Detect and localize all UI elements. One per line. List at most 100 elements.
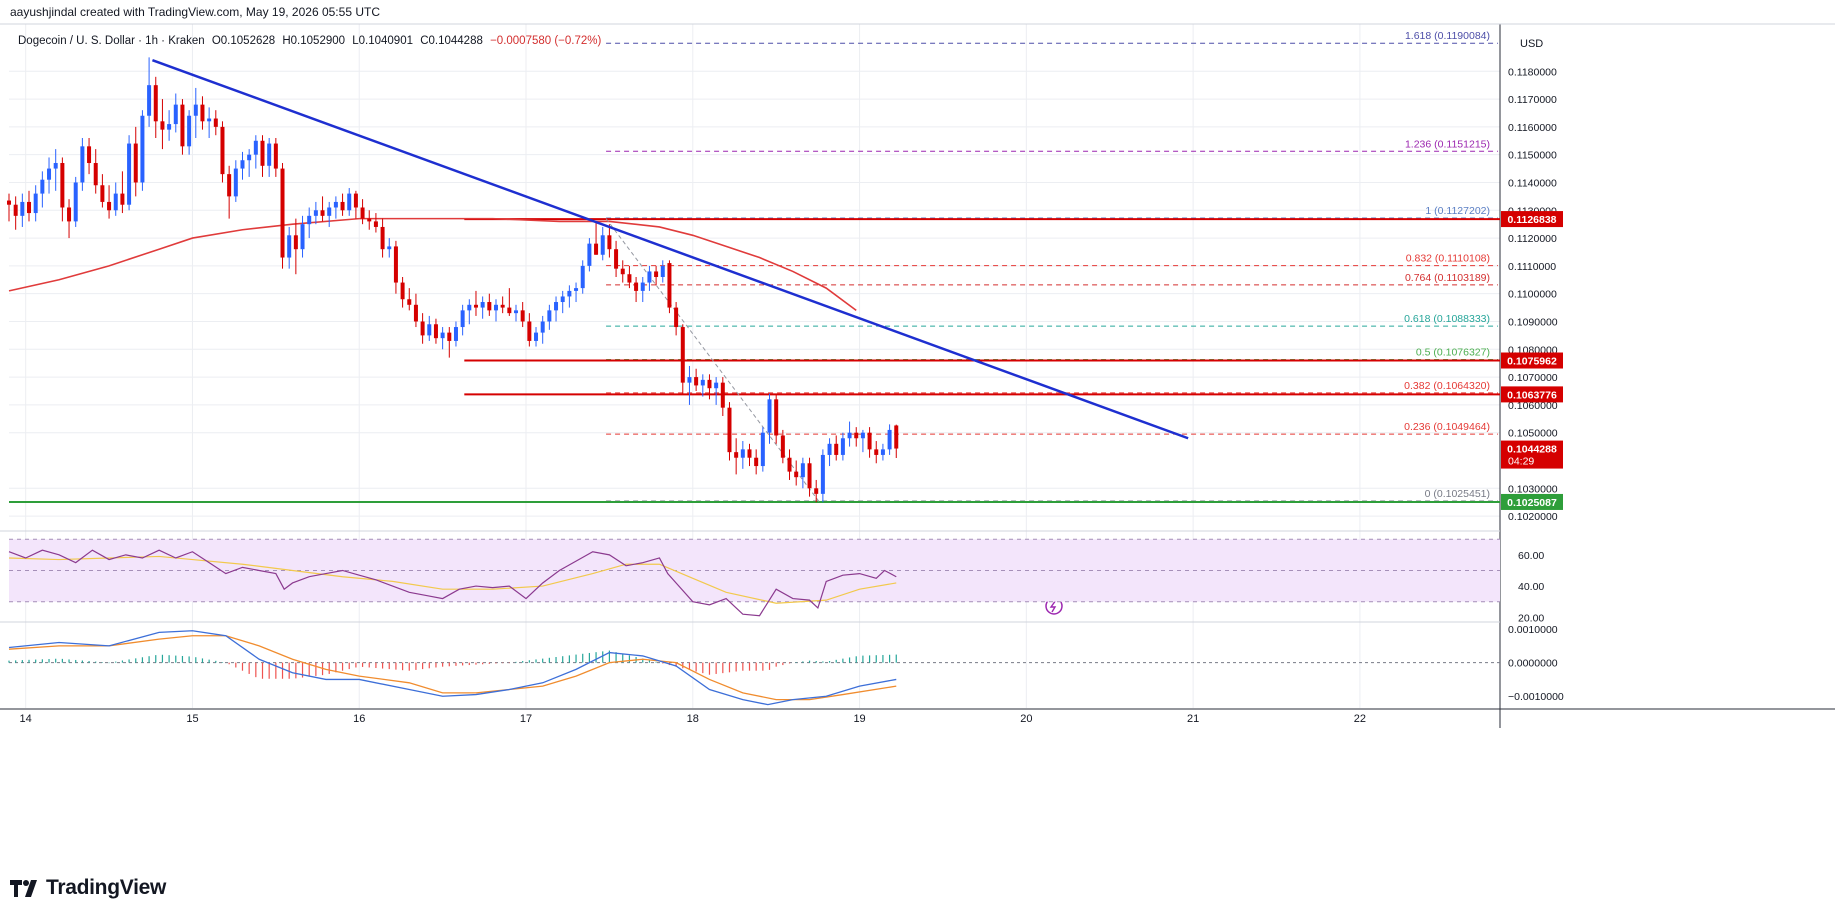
candle-body <box>133 143 138 183</box>
candle-body <box>313 210 318 216</box>
candle <box>854 427 859 447</box>
macd-histogram-bar <box>775 662 777 667</box>
y-tick-label: 0.1170000 <box>1508 94 1557 106</box>
candle-body <box>180 104 185 147</box>
candle <box>120 171 125 214</box>
macd-histogram-bar <box>795 662 797 663</box>
candle-body <box>493 304 498 311</box>
macd-histogram-bar <box>315 662 317 676</box>
macd-histogram-bar <box>648 660 651 663</box>
candle <box>60 157 65 222</box>
macd-histogram-bar <box>735 662 737 672</box>
candle <box>413 293 418 328</box>
macd-histogram-bar <box>181 655 184 663</box>
candle <box>860 429 865 453</box>
candle <box>440 327 445 350</box>
candle-body <box>407 299 412 305</box>
macd-histogram-bar <box>215 660 217 663</box>
candle <box>400 277 405 308</box>
candle <box>567 285 572 308</box>
candle-body <box>820 454 825 494</box>
fib-level-label: 1 (0.1127202) <box>1425 205 1490 217</box>
macd-histogram-bar <box>428 662 430 669</box>
candle-body <box>694 377 699 386</box>
candle-body <box>574 288 579 291</box>
candle <box>560 290 565 314</box>
macd-histogram-bar <box>835 659 837 663</box>
macd-histogram-bar <box>895 654 897 663</box>
macd-histogram-bar <box>702 662 704 674</box>
macd-histogram-bar <box>121 660 124 663</box>
macd-histogram-bar <box>115 661 117 663</box>
candle-body <box>67 207 72 222</box>
candle-body <box>867 432 872 450</box>
candle <box>840 432 845 461</box>
candle-body <box>747 449 752 458</box>
x-tick-label: 19 <box>853 713 865 725</box>
candle-body <box>500 304 505 308</box>
candle-body <box>360 207 365 219</box>
macd-histogram-bar <box>108 662 110 664</box>
candle <box>113 182 118 216</box>
macd-histogram-bar <box>582 653 584 663</box>
y-tick-label: 0.1110000 <box>1508 261 1556 273</box>
macd-histogram-bar <box>475 662 477 665</box>
bar-countdown-label: 04:29 <box>1508 456 1534 468</box>
candle-body <box>453 327 458 341</box>
candles <box>6 57 899 503</box>
candle <box>200 96 205 130</box>
candle-body <box>40 179 45 194</box>
macd-histogram-bar <box>755 662 757 671</box>
macd-histogram-bar <box>595 652 597 663</box>
candle-body <box>253 140 258 155</box>
candle <box>473 290 478 316</box>
macd-histogram-bar <box>348 662 350 670</box>
candle <box>534 327 539 347</box>
candle-body <box>560 296 565 303</box>
x-tick-label: 20 <box>1020 713 1032 725</box>
candle-body <box>20 201 25 216</box>
candle-body <box>520 310 525 322</box>
macd-histogram-bar <box>401 662 404 671</box>
macd-histogram-bar <box>875 655 877 663</box>
candle-body <box>353 193 358 208</box>
candle <box>780 429 785 464</box>
candle-body <box>854 432 859 439</box>
candle-body <box>167 124 172 130</box>
macd-histogram-bar <box>281 662 284 679</box>
last-price-label: 0.1044288 <box>1507 444 1557 456</box>
candle-body <box>640 282 645 291</box>
y-tick-label: 0.1090000 <box>1508 316 1558 328</box>
candle <box>660 260 665 283</box>
candle <box>227 165 232 219</box>
candle-body <box>707 379 712 389</box>
candle-body <box>413 304 418 322</box>
candle <box>507 288 512 316</box>
candle-body <box>887 429 892 450</box>
candle-body <box>267 143 272 166</box>
candle <box>267 137 272 177</box>
fib-level-label: 0.236 (0.1049464) <box>1404 421 1490 433</box>
macd-histogram-bar <box>822 661 824 663</box>
candle <box>514 304 519 322</box>
candle-body <box>247 154 252 161</box>
tradingview-logo-icon <box>10 879 37 897</box>
macd-histogram-bar <box>522 661 524 663</box>
tradingview-logo[interactable]: TradingView <box>10 876 166 900</box>
macd-histogram-bar <box>41 659 43 663</box>
candle-body <box>754 457 759 467</box>
x-tick-label: 18 <box>687 713 699 725</box>
candle-body <box>160 121 165 130</box>
candle <box>87 137 92 175</box>
candle-body <box>13 204 18 216</box>
candle-body <box>760 432 765 467</box>
candle <box>547 304 552 330</box>
candle <box>447 327 452 358</box>
candle <box>280 163 285 269</box>
candle <box>814 479 819 503</box>
candle <box>240 151 245 180</box>
candle-body <box>333 201 338 208</box>
y-tick-label: 0.1160000 <box>1508 122 1557 134</box>
macd-histogram-bar <box>448 662 450 667</box>
